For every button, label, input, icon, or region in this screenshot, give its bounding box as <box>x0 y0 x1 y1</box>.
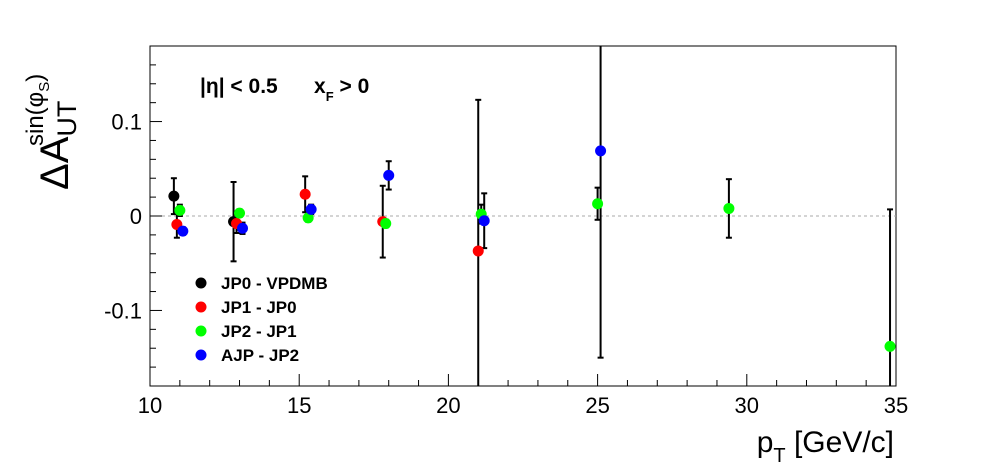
x-axis-title: pT [GeV/c] <box>757 426 894 467</box>
data-point <box>174 204 186 216</box>
y-axis-title-main: ΔA <box>33 136 77 190</box>
data-point <box>302 212 314 224</box>
x-tick-label: 25 <box>585 393 609 418</box>
data-point <box>595 145 607 157</box>
y-axis-title-sup-close: ) <box>22 74 49 82</box>
data-point <box>234 207 246 219</box>
y-axis-title: ΔAUT sin(φS) <box>22 74 82 190</box>
legend-marker <box>195 325 207 337</box>
x-tick-label: 15 <box>287 393 311 418</box>
legend-label: JP2 - JP1 <box>221 322 297 341</box>
y-tick-label: -0.1 <box>104 298 142 323</box>
legend-marker <box>195 301 207 313</box>
annotation-xf-sub: F <box>326 89 334 104</box>
data-point <box>592 198 604 210</box>
x-axis-title-unit: [GeV/c] <box>786 426 894 459</box>
x-axis-title-sub: T <box>773 445 785 467</box>
annotation-xf-main: x <box>314 75 326 98</box>
y-tick-label: 0 <box>130 204 142 229</box>
x-tick-label: 35 <box>884 393 908 418</box>
y-axis: -0.1 0 0.1 <box>104 45 162 387</box>
data-point <box>299 188 311 200</box>
y-axis-title-sub: UT <box>52 101 82 137</box>
data-point <box>478 215 490 227</box>
data-point <box>237 222 249 234</box>
x-axis: 10 15 20 25 30 35 <box>138 374 908 418</box>
annotation-xf: xF > 0 <box>314 75 369 104</box>
data-point <box>723 202 735 214</box>
data-point <box>383 169 395 181</box>
legend-label: JP0 - VPDMB <box>221 274 328 293</box>
svg-text:sin(φS): sin(φS) <box>22 74 53 146</box>
x-tick-label: 20 <box>436 393 460 418</box>
x-axis-title-main: p <box>757 426 774 459</box>
legend-marker <box>195 349 207 361</box>
data-point <box>472 245 484 257</box>
annotation-xf-rest: > 0 <box>334 75 370 98</box>
annotation-eta: |η| < 0.5 <box>200 75 278 98</box>
y-axis-title-sup: sin(φ <box>22 92 49 146</box>
x-tick-label: 30 <box>735 393 759 418</box>
data-points <box>168 145 896 352</box>
data-point <box>305 203 317 215</box>
data-point <box>380 218 392 230</box>
legend: JP0 - VPDMB JP1 - JP0 JP2 - JP1 AJP - JP2 <box>195 274 328 365</box>
legend-label: JP1 - JP0 <box>221 298 297 317</box>
data-point <box>168 190 180 202</box>
legend-label: AJP - JP2 <box>221 346 299 365</box>
y-axis-title-sup-sub: S <box>36 82 53 92</box>
svg-text:ΔAUT: ΔAUT <box>33 101 82 190</box>
y-tick-label: 0.1 <box>111 110 142 135</box>
data-point <box>884 340 896 352</box>
x-tick-label: 10 <box>138 393 162 418</box>
legend-marker <box>195 277 207 289</box>
data-point <box>177 225 189 237</box>
